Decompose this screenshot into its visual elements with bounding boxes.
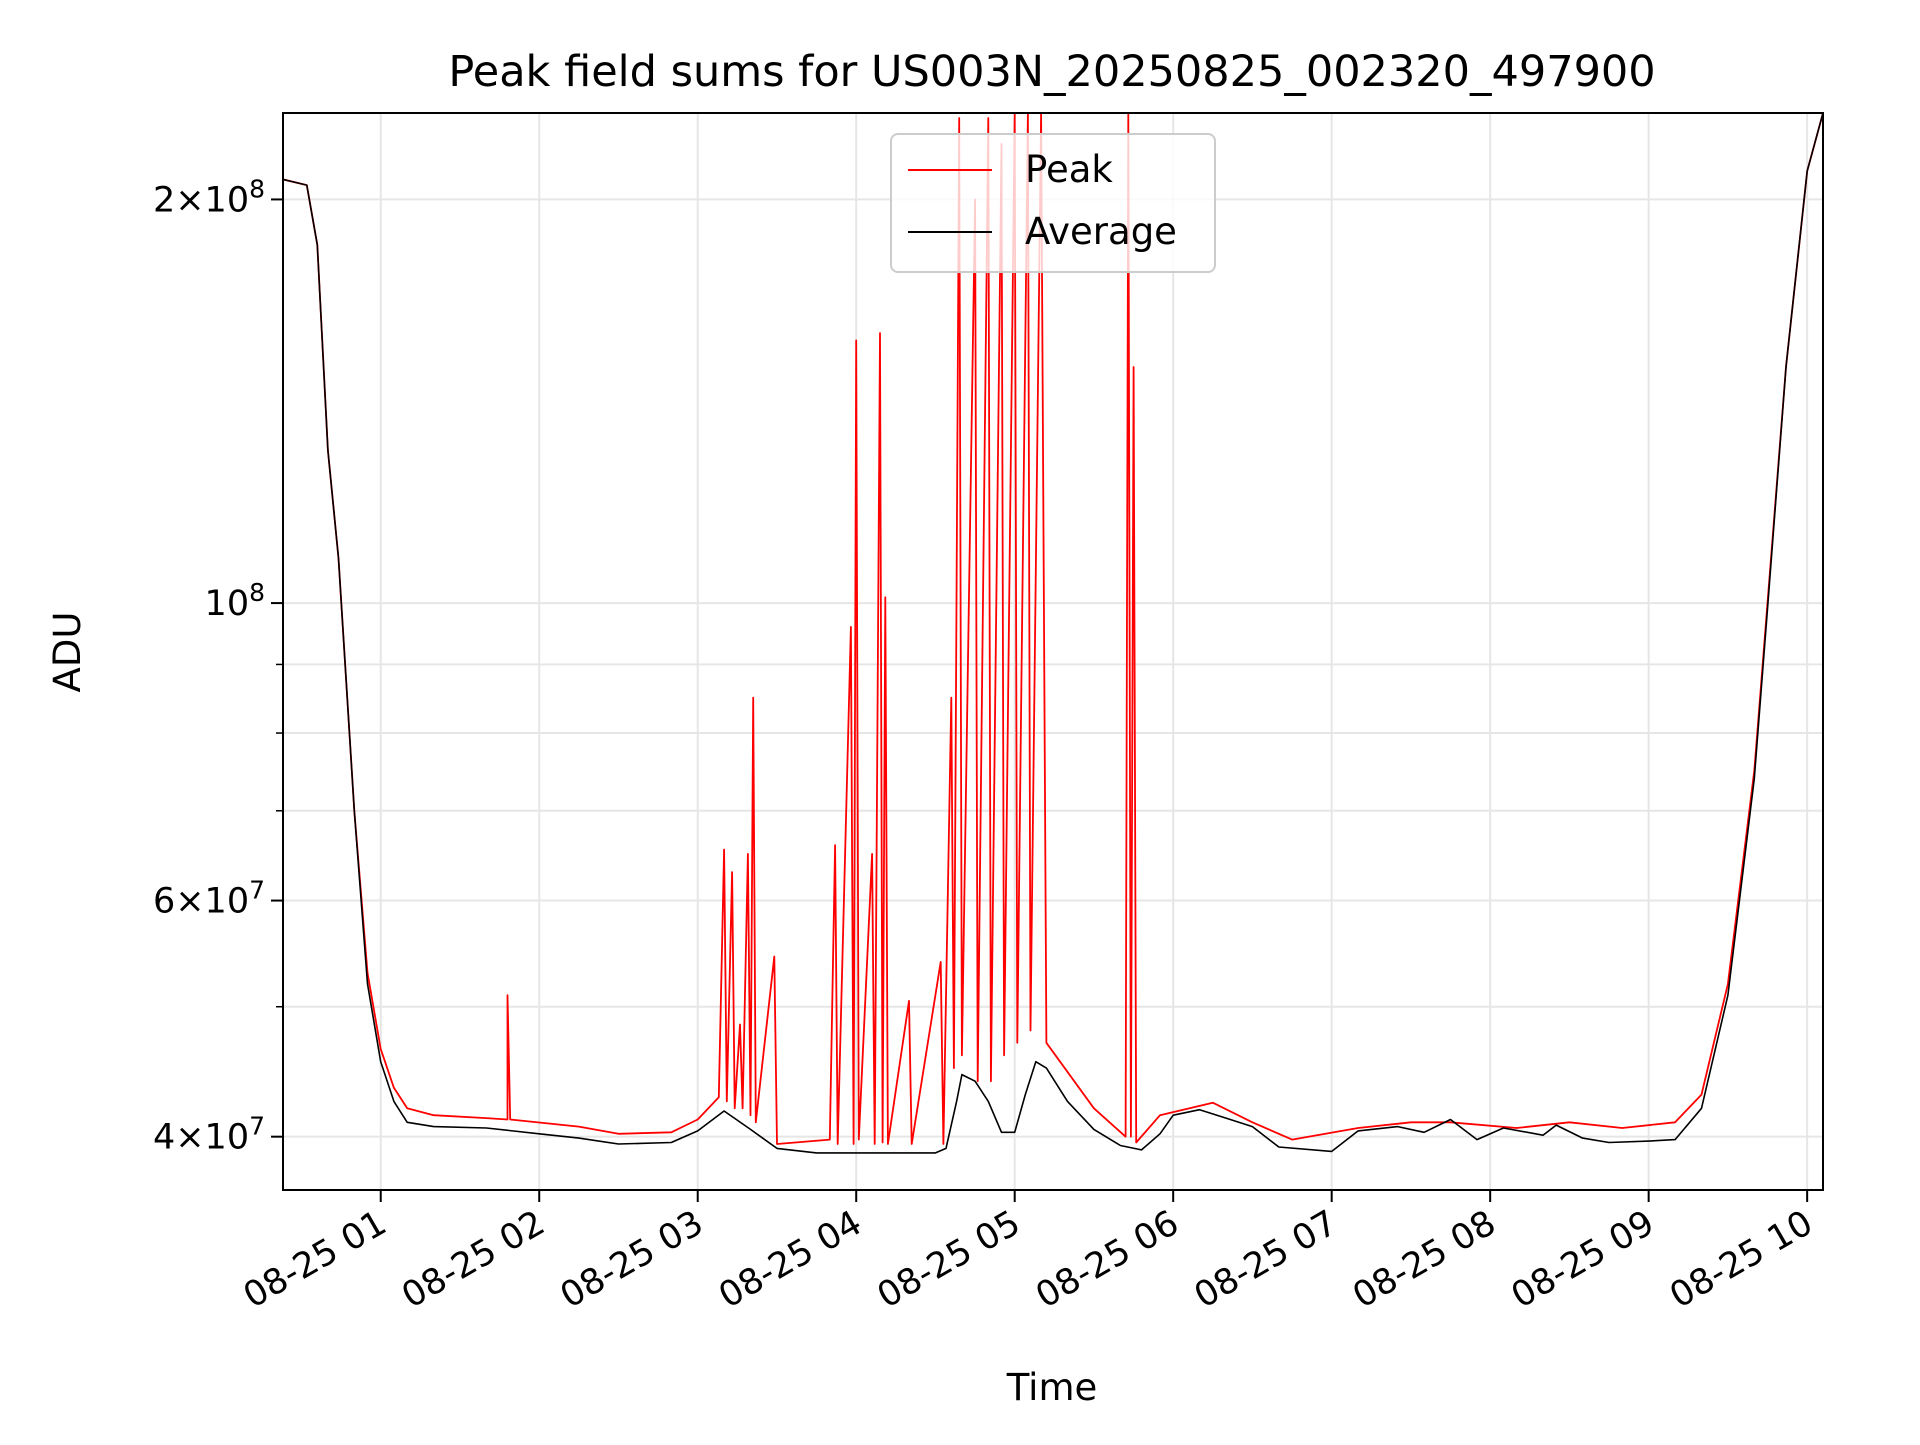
grid-layer [283,113,1823,1190]
y-tick-label: 4×107 [153,1112,265,1158]
legend-label-peak: Peak [1025,148,1113,191]
series-line-average [283,113,1823,1154]
series-layer [283,113,1823,1154]
x-axis-label: Time [1006,1366,1098,1409]
y-tick-label: 6×107 [153,876,265,922]
chart-title: Peak field sums for US003N_20250825_0023… [448,47,1655,97]
y-tick-label: 108 [205,578,265,624]
y-axis-label: ADU [46,612,89,693]
y-tick-label: 2×108 [153,174,265,220]
legend: Peak Average [890,133,1216,273]
plot-frame [282,112,1824,1191]
series-line-peak [283,113,1823,1145]
legend-label-average: Average [1025,210,1177,253]
legend-box [890,133,1216,273]
